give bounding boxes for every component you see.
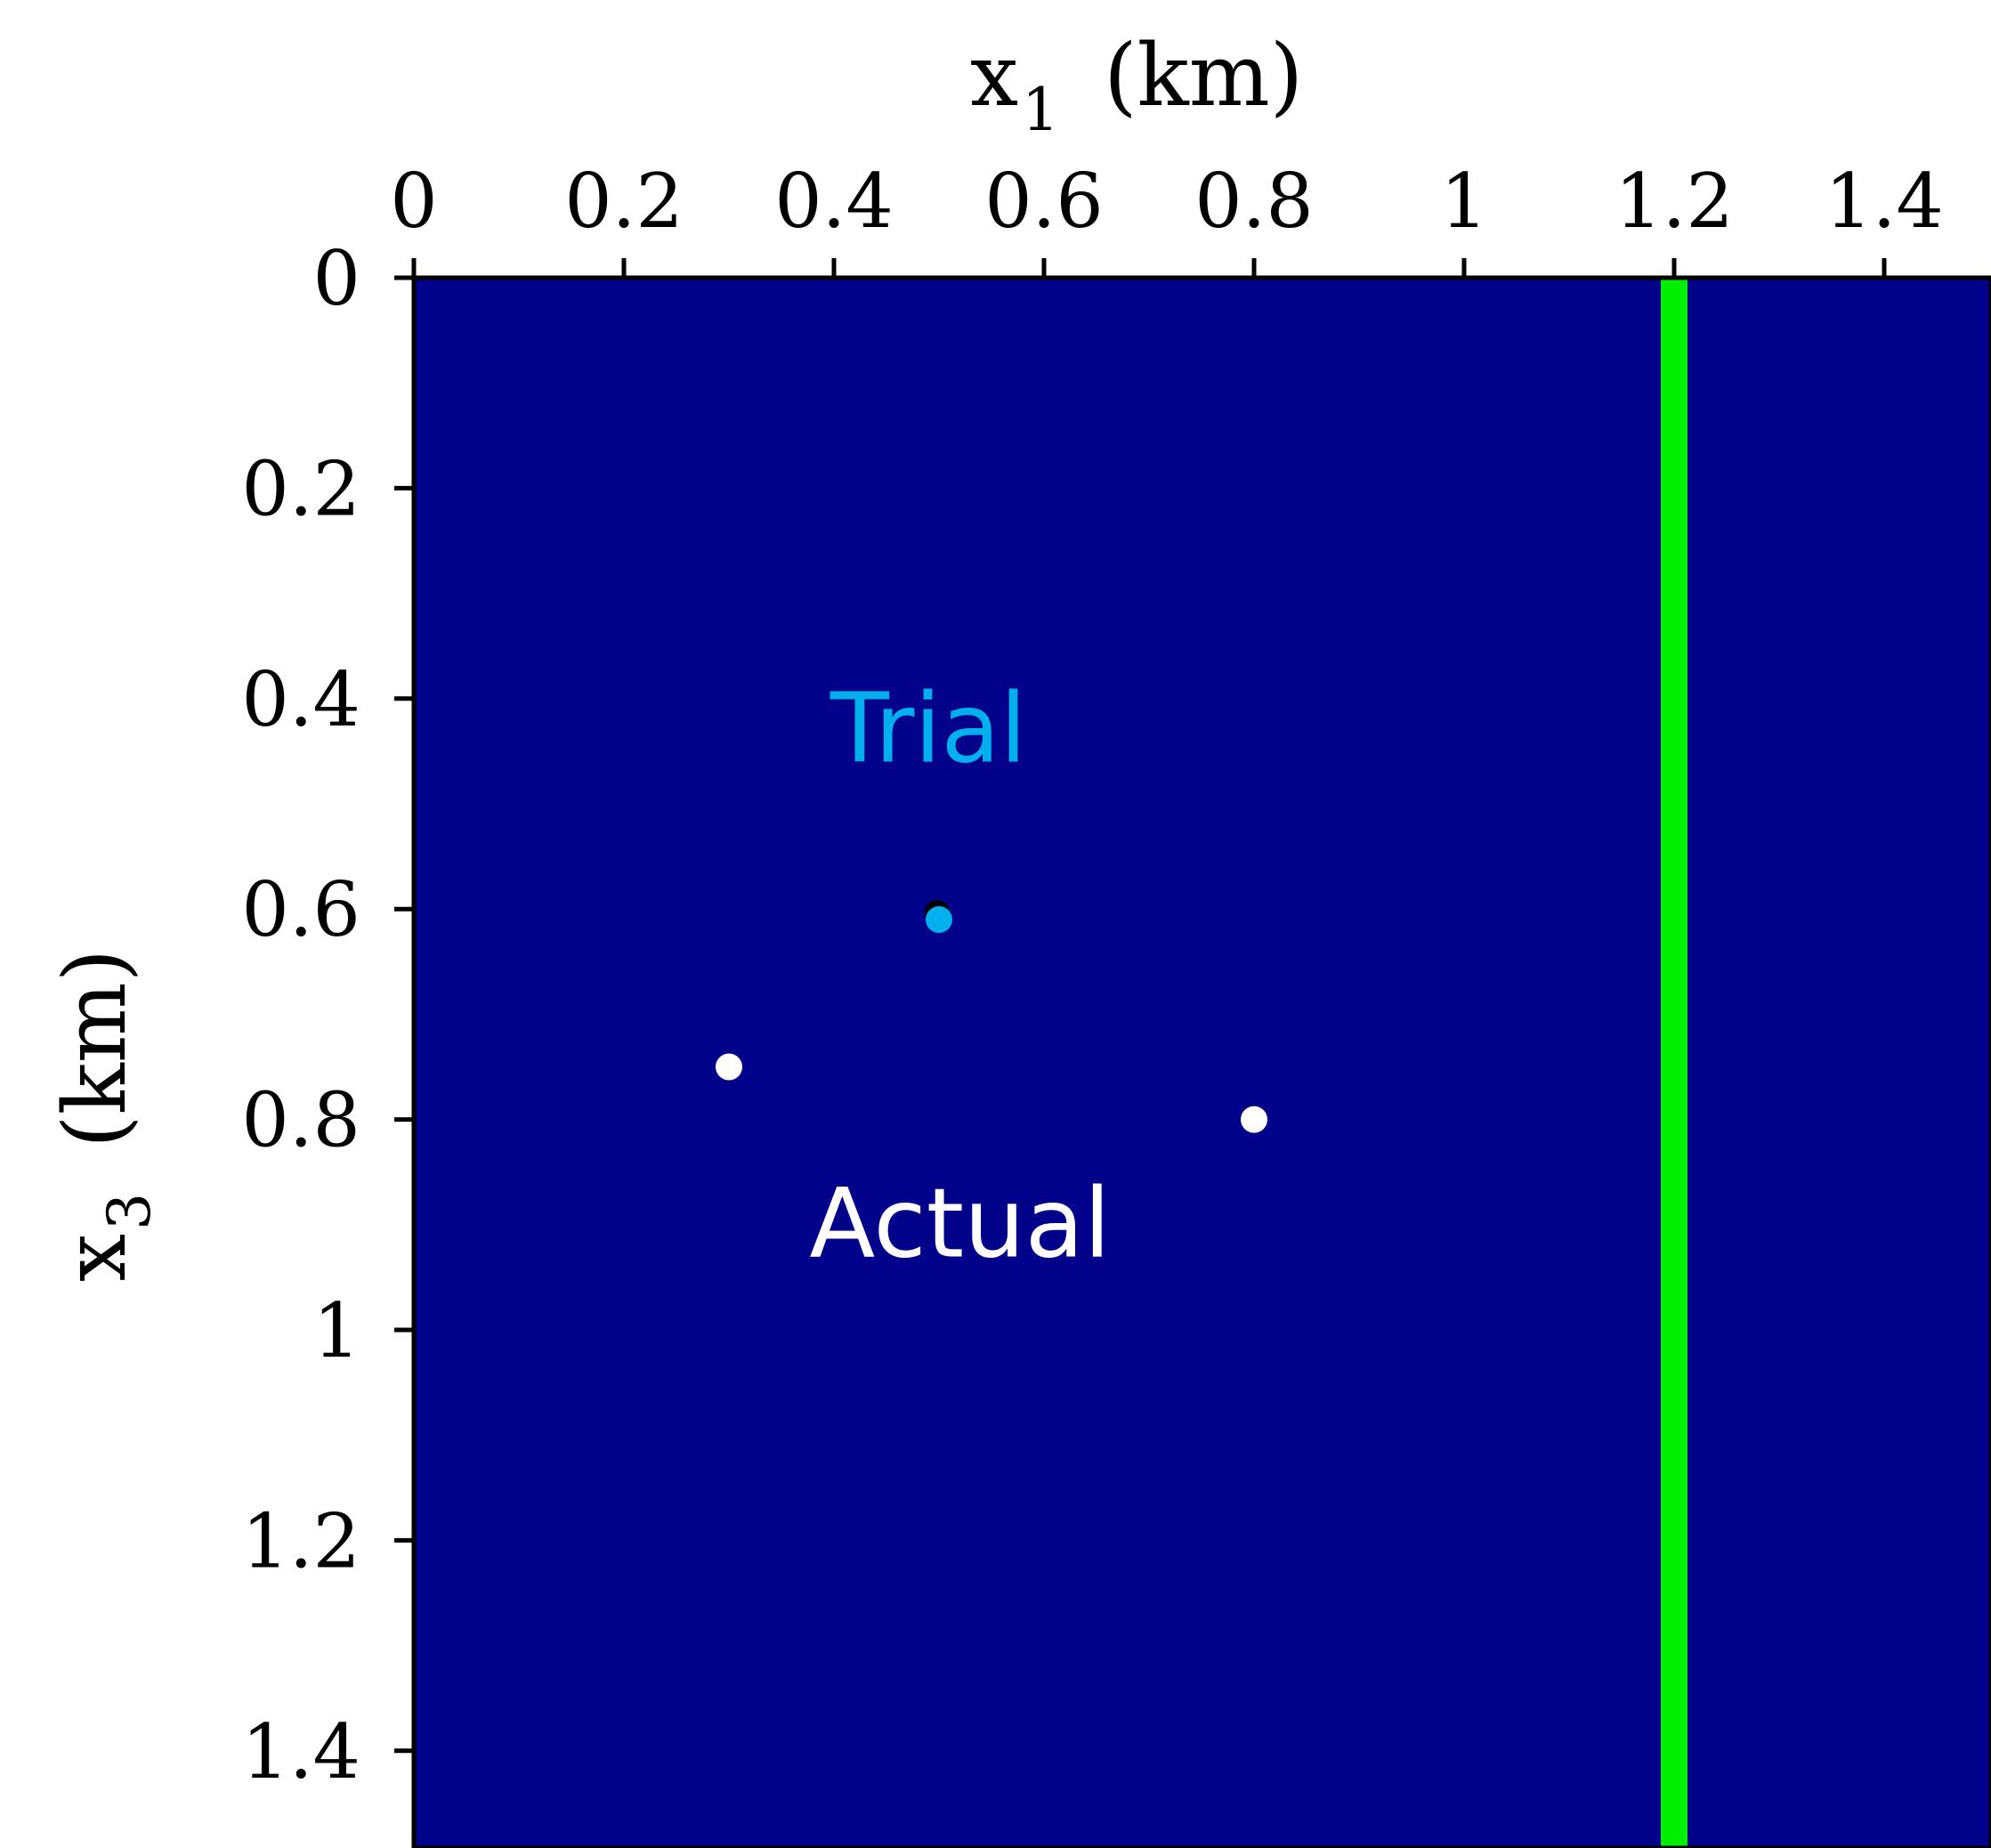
y-tick-label: 0.4 <box>241 656 360 743</box>
x-tick-label: 1.2 <box>1615 158 1734 245</box>
data-points <box>716 900 1267 1133</box>
x-axis-label-sub: 1 <box>1022 76 1059 144</box>
y-tick-label: 0.8 <box>241 1077 360 1164</box>
y-axis-label: x 3 (km) <box>45 949 164 1282</box>
y-tick-label: 0.2 <box>241 445 360 532</box>
x-tick-label: 1 <box>1440 158 1487 245</box>
y-axis-ticks: 0 0.2 0.4 0.6 0.8 1 1.2 1.4 <box>241 235 414 1795</box>
annotation-trial: Trial <box>830 674 1027 785</box>
plot-frame <box>411 275 1991 1848</box>
y-axis-label-sub: 3 <box>95 1193 164 1230</box>
actual-point-2 <box>1241 1106 1267 1133</box>
x-tick-label: 0 <box>390 158 437 245</box>
plot-background <box>414 278 1991 1848</box>
x-tick-label: 0.8 <box>1194 158 1314 245</box>
x-axis-label: x1 (km) <box>970 26 1303 144</box>
x-axis-label-main: x <box>970 26 1018 126</box>
y-tick-label: 1 <box>313 1287 360 1374</box>
trial-point-1 <box>926 906 952 934</box>
x-tick-label: 0.4 <box>774 158 894 245</box>
y-tick-label: 1.2 <box>241 1497 360 1585</box>
annotations: Trial Actual <box>809 674 1110 1280</box>
y-axis-label-unit: (km) <box>45 949 145 1148</box>
y-tick-label: 0 <box>313 235 360 322</box>
actual-point-1 <box>716 1053 742 1081</box>
y-axis-label-main: x <box>45 1234 145 1282</box>
x-tick-label: 0.2 <box>564 158 684 245</box>
y-tick-label: 0.6 <box>241 866 360 953</box>
x-tick-label: 1.4 <box>1825 158 1944 245</box>
x-axis-label-unit: (km) <box>1104 26 1303 126</box>
annotation-actual: Actual <box>809 1168 1110 1279</box>
y-tick-label: 1.4 <box>241 1708 360 1795</box>
x-tick-label: 0.6 <box>984 158 1104 245</box>
x-axis-ticks: 0 0.2 0.4 0.6 0.8 1 1.2 1.4 <box>390 158 1944 278</box>
